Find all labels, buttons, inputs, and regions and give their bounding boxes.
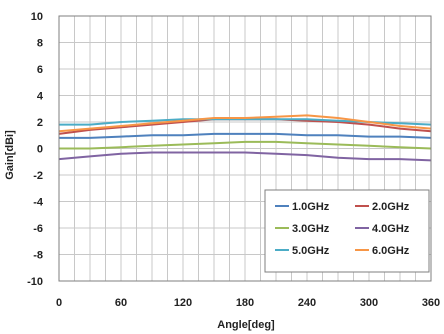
legend-label: 6.0GHz: [372, 245, 410, 257]
y-tick-label: 6: [37, 64, 43, 76]
x-tick-label: 120: [174, 297, 192, 309]
x-tick-label: 240: [298, 297, 316, 309]
series-layer: [58, 114, 432, 162]
legend-label: 3.0GHz: [292, 223, 330, 235]
y-axis-label: Gain[dBi]: [4, 130, 16, 180]
legend: 1.0GHz 2.0GHz 3.0GHz 4.0GHz 5.0GHz 6.0GHz: [264, 189, 430, 273]
x-tick-label: 0: [56, 297, 62, 309]
legend-label: 2.0GHz: [372, 201, 410, 213]
y-tick-label: -4: [33, 197, 44, 209]
x-axis-label: Angle[deg]: [217, 319, 275, 331]
y-tick-label: 8: [37, 38, 43, 50]
legend-label: 1.0GHz: [292, 201, 330, 213]
x-tick-label: 300: [360, 297, 378, 309]
legend-label: 4.0GHz: [372, 223, 410, 235]
y-tick-label: -6: [33, 223, 43, 235]
y-tick-label: 4: [37, 91, 44, 103]
plot-border: [58, 15, 432, 282]
y-tick-label: -10: [27, 276, 43, 288]
legend-label: 5.0GHz: [292, 245, 330, 257]
y-tick-label: -8: [33, 250, 43, 262]
y-tick-label: 2: [37, 117, 43, 129]
x-tick-label: 180: [236, 297, 254, 309]
series-line-4: [58, 151, 432, 162]
series-line-1: [59, 132, 432, 139]
series-line-6: [58, 114, 432, 133]
legend-box: [264, 189, 430, 273]
x-tick-labels: 0 60 120 180 240 300 360: [56, 297, 440, 309]
y-tick-label: 0: [37, 144, 43, 156]
y-tick-label: -2: [33, 170, 43, 182]
x-tick-label: 360: [422, 297, 440, 309]
x-tick-label: 60: [115, 297, 127, 309]
series-line-3: [59, 140, 432, 150]
y-tick-label: 10: [31, 11, 43, 23]
y-tick-labels: 10 8 6 4 2 0 -2 -4 -6 -8 -10: [27, 11, 44, 288]
